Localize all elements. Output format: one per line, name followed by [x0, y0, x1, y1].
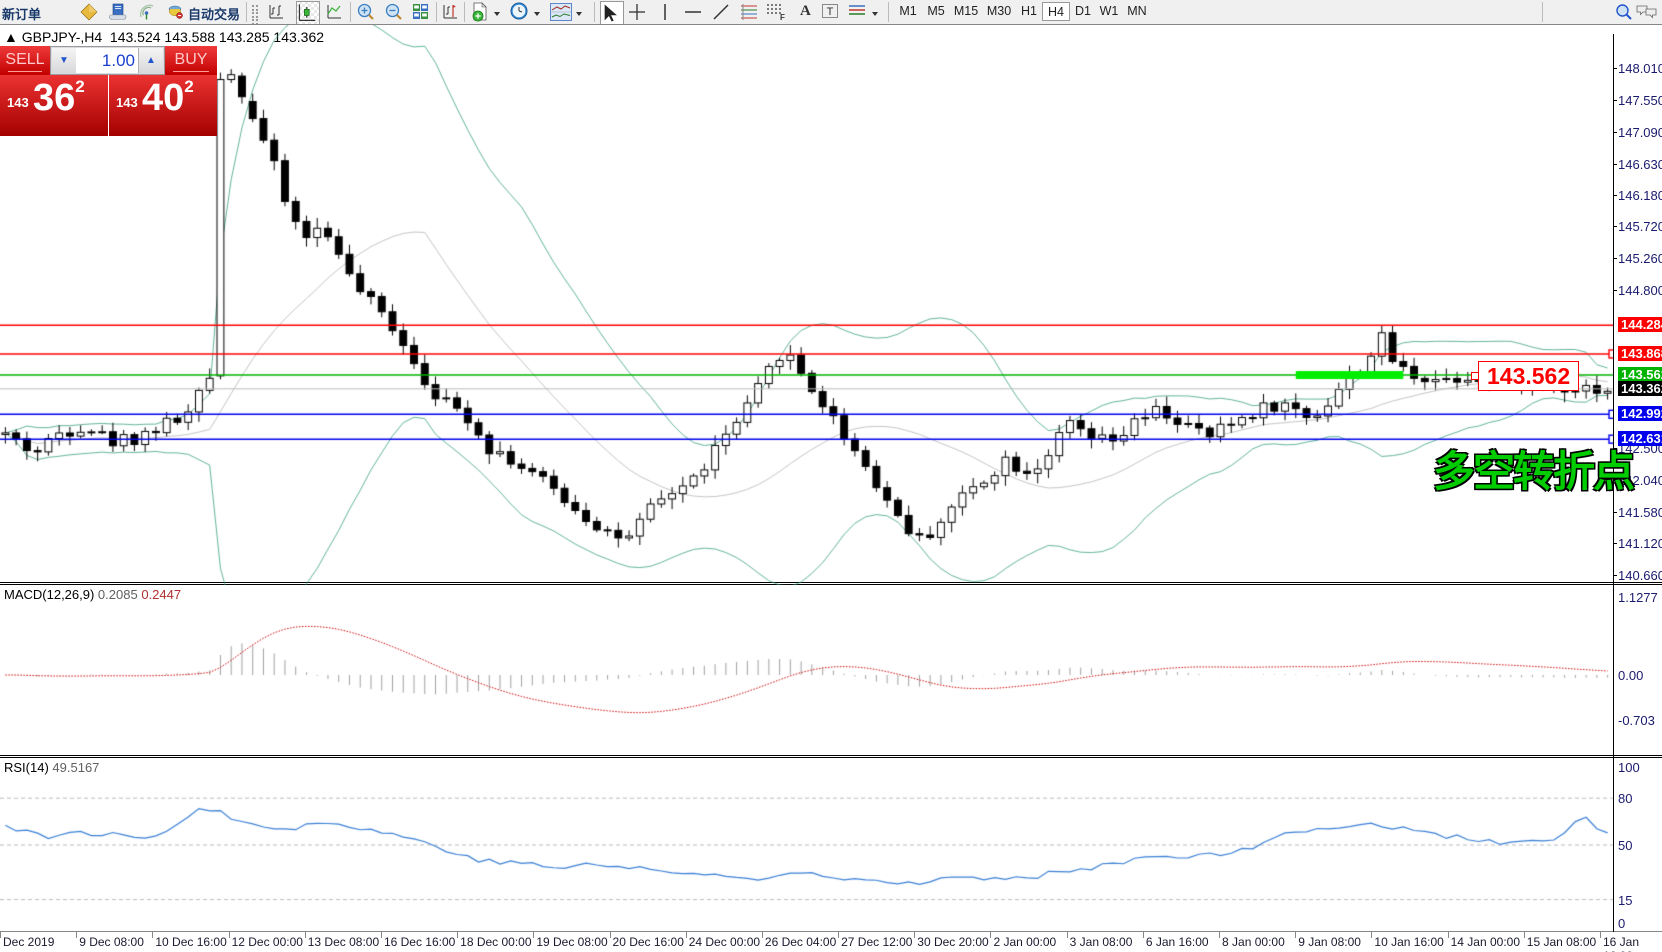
svg-text:T: T: [827, 6, 834, 18]
svg-text:F: F: [780, 13, 785, 21]
